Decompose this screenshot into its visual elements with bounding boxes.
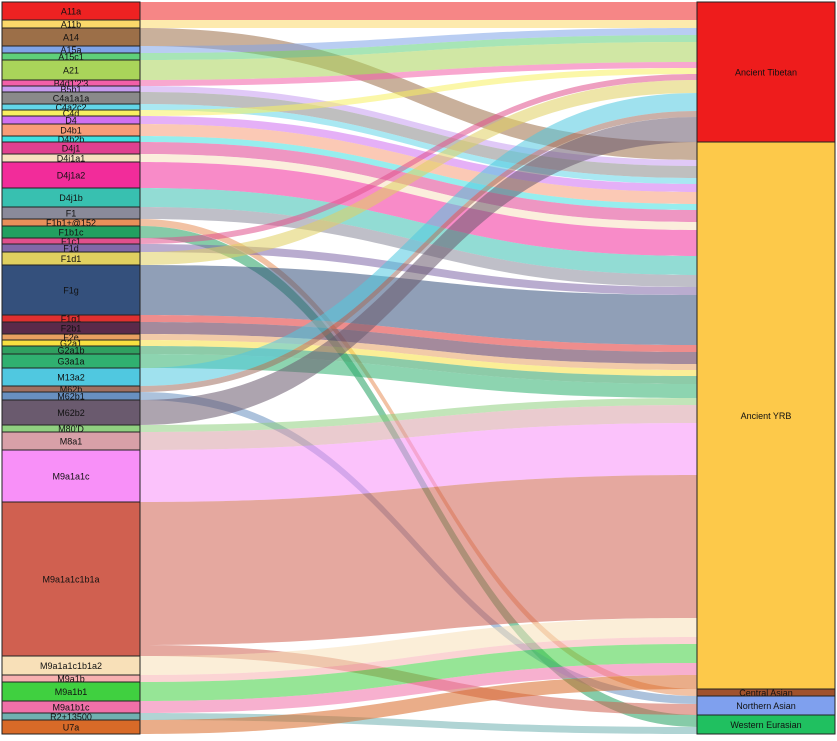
node-label: F2e bbox=[63, 332, 79, 342]
node-label: M9a1b1 bbox=[55, 687, 88, 697]
flow bbox=[140, 637, 697, 682]
flow bbox=[140, 322, 697, 364]
node bbox=[696, 141, 836, 690]
node-label: D4 bbox=[65, 115, 77, 125]
node bbox=[1, 161, 141, 189]
node-label: D4j1b bbox=[59, 193, 83, 203]
node-label: U7a bbox=[63, 722, 80, 732]
node-label: A21 bbox=[63, 65, 79, 75]
node-label: G2a1 bbox=[60, 338, 82, 348]
node bbox=[696, 714, 836, 735]
node-label: G3a1a bbox=[57, 356, 84, 366]
node-label: A15a bbox=[60, 45, 81, 55]
node-label: F1g1 bbox=[61, 314, 82, 324]
node-label: D4j1a1 bbox=[57, 153, 86, 163]
node-label: F1c1 bbox=[61, 236, 81, 246]
flow bbox=[140, 154, 697, 230]
flow bbox=[140, 62, 697, 86]
node-label: F1g bbox=[63, 285, 79, 295]
node-label: F1b1c bbox=[58, 227, 84, 237]
node-label: M62b2 bbox=[57, 408, 85, 418]
node bbox=[1, 399, 141, 426]
node-label: M9a1b bbox=[57, 674, 85, 684]
node-label: M13a2 bbox=[57, 372, 85, 382]
flow bbox=[140, 68, 697, 116]
node-label: Ancient Tibetan bbox=[735, 67, 797, 77]
flow bbox=[140, 354, 697, 398]
node-label: B5b1 bbox=[60, 84, 81, 94]
flow bbox=[140, 74, 697, 244]
node bbox=[1, 719, 141, 735]
flow bbox=[140, 644, 697, 701]
node-label: M9a1a1c bbox=[52, 471, 90, 481]
node bbox=[1, 264, 141, 316]
flow bbox=[140, 265, 697, 345]
flow bbox=[140, 20, 697, 28]
flow bbox=[140, 618, 697, 675]
flow bbox=[140, 675, 697, 734]
flow bbox=[140, 405, 697, 450]
flow bbox=[140, 111, 697, 392]
node-label: Western Eurasian bbox=[730, 720, 801, 730]
flow bbox=[140, 80, 697, 265]
node-label: M62b bbox=[60, 384, 83, 394]
node-label: D4j1a2 bbox=[57, 170, 86, 180]
node-label: F1b1+@152 bbox=[46, 218, 96, 228]
flow bbox=[140, 142, 697, 222]
node-label: M9a1b1c bbox=[52, 702, 90, 712]
node-label: R2+13500 bbox=[50, 712, 92, 722]
node-label: F1 bbox=[66, 208, 77, 218]
node-label: D4j1 bbox=[62, 143, 81, 153]
flow bbox=[140, 162, 697, 256]
flow bbox=[140, 92, 697, 178]
flow bbox=[140, 663, 697, 713]
node-label: Central Asian bbox=[739, 688, 793, 698]
flow bbox=[140, 475, 697, 645]
node-label: B4d1'2'3 bbox=[54, 78, 88, 88]
node-label: D4b1 bbox=[60, 125, 82, 135]
node-label: M9a1a1c1b1a2 bbox=[40, 661, 102, 671]
node bbox=[1, 501, 141, 657]
node bbox=[1, 449, 141, 503]
node-label: M62b1 bbox=[57, 391, 85, 401]
node-label: A11a bbox=[61, 6, 81, 16]
node-label: G2a1b bbox=[57, 345, 84, 355]
flow bbox=[140, 93, 697, 386]
node bbox=[696, 1, 836, 143]
node-label: D4b2b bbox=[58, 134, 85, 144]
node-label: A14 bbox=[63, 32, 79, 42]
flow bbox=[140, 35, 697, 60]
node-label: C4a1a1a bbox=[53, 93, 90, 103]
flow bbox=[140, 423, 697, 502]
node-label: Ancient YRB bbox=[741, 411, 792, 421]
node-label: M8a1 bbox=[60, 436, 83, 446]
flow bbox=[140, 315, 697, 352]
flow bbox=[140, 398, 697, 432]
node-label: C4a2c2 bbox=[55, 102, 86, 112]
flow bbox=[140, 124, 697, 204]
flow bbox=[140, 117, 697, 425]
node-label: A15c1 bbox=[58, 52, 84, 62]
node-label: F1d bbox=[63, 243, 79, 253]
node-label: M9a1a1c1b1a bbox=[42, 574, 99, 584]
node-label: C4d bbox=[63, 108, 80, 118]
flow bbox=[140, 2, 697, 20]
node-label: M80'D bbox=[58, 424, 84, 434]
node-label: F2b1 bbox=[61, 323, 82, 333]
flow bbox=[140, 116, 697, 192]
node-label: F1d1 bbox=[61, 254, 82, 264]
node-label: A11b bbox=[61, 19, 81, 29]
flow bbox=[140, 104, 697, 184]
flow bbox=[140, 42, 697, 80]
flow bbox=[140, 28, 697, 53]
node-label: Northern Asian bbox=[736, 701, 796, 711]
flow bbox=[140, 86, 697, 166]
